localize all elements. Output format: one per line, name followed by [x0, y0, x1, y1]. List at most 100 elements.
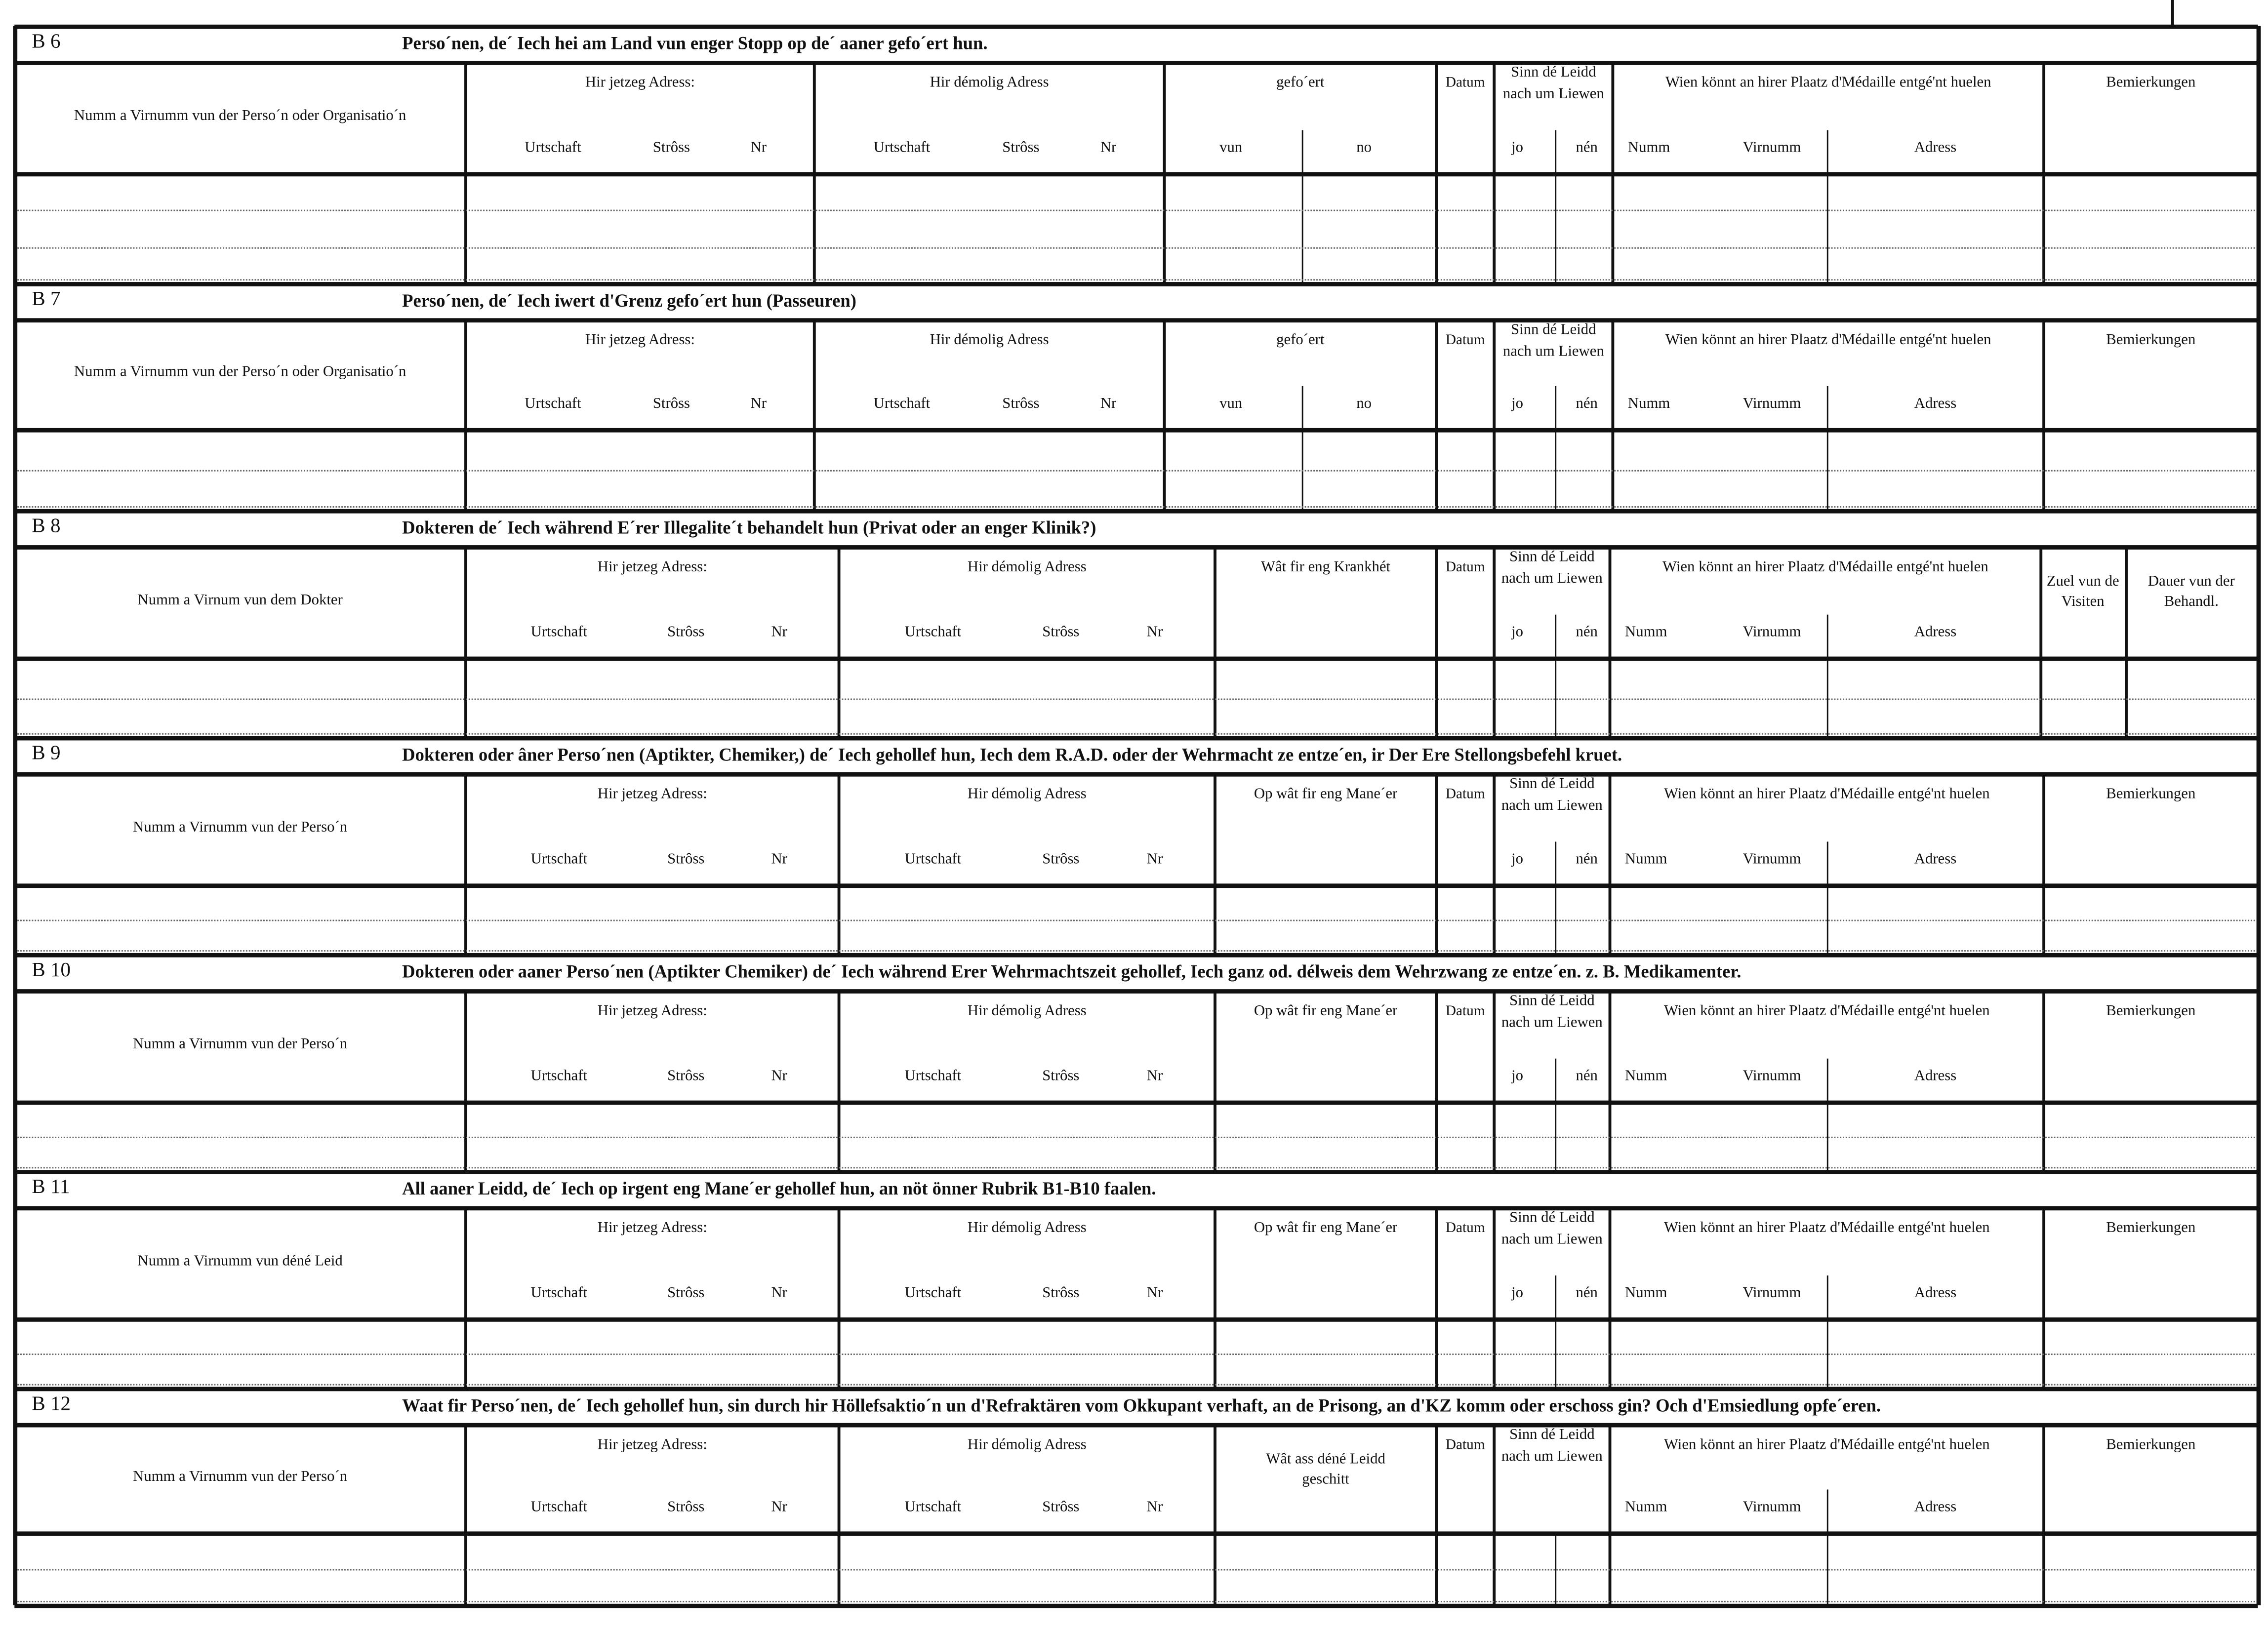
sub-divider — [1554, 1058, 1556, 1172]
address-sub-street: Strôss — [652, 140, 690, 157]
yes-subheader: jo — [1511, 140, 1524, 157]
entry-row-line[interactable] — [17, 506, 2255, 508]
entry-row-line[interactable] — [17, 919, 2255, 921]
address-sub-street: Strôss — [667, 1069, 705, 1085]
entry-row-line[interactable] — [17, 470, 2255, 472]
still-alive-header: Sinn dé Leidd nach um Liewen — [1501, 1210, 1603, 1248]
date-header: Datum — [1445, 1220, 1485, 1236]
no-subheader: nén — [1576, 1069, 1598, 1085]
entry-row-line[interactable] — [17, 950, 2255, 952]
column-line — [1214, 773, 1216, 955]
medal-sub-name: Numm — [1625, 625, 1667, 641]
entry-row-line[interactable] — [17, 1600, 2255, 1602]
remarks-header: Bemierkungen — [2106, 1437, 2196, 1454]
medal-sub-address: Adress — [1914, 396, 1957, 412]
medal-sub-address: Adress — [1914, 1069, 1957, 1085]
section-label: B 10 — [32, 960, 71, 982]
column-line — [1214, 991, 1216, 1172]
entry-row-line[interactable] — [17, 1353, 2255, 1355]
remarks-header: Bemierkungen — [2106, 1220, 2196, 1236]
entry-row-line[interactable] — [17, 210, 2255, 212]
header-bottom-border — [14, 1530, 2258, 1535]
entry-row-line[interactable] — [17, 733, 2255, 735]
medal-sub-address: Adress — [1914, 1285, 1957, 1302]
former-address-header: Hir démolig Adress — [930, 332, 1049, 349]
address-sub-number: Nr — [750, 396, 767, 412]
column3-header: Op wât fir eng Mane´er — [1254, 1003, 1398, 1020]
name-column-header: Numm a Virnumm vun der Perso´n oder Orga… — [74, 364, 406, 381]
column-line — [1493, 773, 1496, 955]
current-address-header: Hir jetzeg Adress: — [585, 75, 695, 91]
name-column-header: Numm a Virnumm vun der Perso´n — [133, 1468, 348, 1485]
former-address-header: Hir démolig Adress — [967, 1003, 1087, 1020]
column-line — [1611, 319, 1615, 511]
medal-sub-name: Numm — [1627, 396, 1670, 412]
column-line — [1608, 547, 1612, 738]
address-sub-street: Strôss — [1002, 396, 1040, 412]
section-title: Dokteren oder aaner Perso´nen (Aptikter … — [402, 961, 1742, 982]
section-title-border — [14, 988, 2258, 993]
section-top-border — [14, 1169, 2258, 1174]
address-sub-town: Urtschaft — [530, 1069, 588, 1085]
former-address-header: Hir démolig Adress — [967, 1220, 1087, 1236]
section-title: Perso´nen, de´ Iech iwert d'Grenz gefo´e… — [402, 290, 856, 311]
no-subheader: nén — [1576, 140, 1598, 157]
column-line — [1608, 773, 1612, 955]
section-label: B 12 — [32, 1394, 71, 1416]
column-line — [464, 991, 467, 1172]
medal-recipient-header: Wien könnt an hirer Plaatz d'Médaille en… — [1663, 1220, 1990, 1236]
column3-header: Op wât fir eng Mane´er — [1254, 787, 1398, 803]
sub-divider — [1554, 1275, 1556, 1389]
address-sub-street: Strôss — [1042, 1499, 1080, 1516]
sub-divider — [1826, 386, 1828, 511]
name-column-header: Numm a Virnum vun dem Dokter — [137, 592, 343, 608]
remarks-header: Bemierkungen — [2106, 75, 2196, 91]
section-title: Dokteren oder âner Perso´nen (Aptikter, … — [402, 745, 1622, 765]
entry-row-line[interactable] — [17, 279, 2255, 281]
header-bottom-border — [14, 171, 2258, 176]
name-column-header: Numm a Virnumm vun der Perso´n oder Orga… — [74, 108, 406, 124]
name-column-header: Numm a Virnumm vun déné Leid — [137, 1253, 343, 1269]
column-line — [2042, 1207, 2046, 1389]
address-sub-number: Nr — [750, 140, 767, 157]
entry-row-line[interactable] — [17, 1167, 2255, 1169]
section-title-border — [14, 60, 2258, 65]
column-line — [1435, 773, 1438, 955]
entry-row-line[interactable] — [17, 1569, 2255, 1571]
entry-row-line[interactable] — [17, 1384, 2255, 1386]
still-alive-header: Sinn dé Leidd nach um Liewen — [1502, 65, 1604, 103]
sub-divider — [1826, 1058, 1828, 1172]
header-bottom-border — [14, 427, 2258, 432]
yes-subheader: jo — [1511, 851, 1524, 868]
address-sub-street: Strôss — [1042, 1285, 1080, 1302]
address-sub-street: Strôss — [1042, 851, 1080, 868]
column-line — [1435, 319, 1438, 511]
no-subheader: nén — [1576, 396, 1598, 412]
address-sub-street: Strôss — [667, 851, 705, 868]
address-sub-street: Strôss — [1042, 1069, 1080, 1085]
no-subheader: nén — [1576, 1285, 1598, 1302]
entry-row-line[interactable] — [17, 1136, 2255, 1138]
section-label: B 8 — [32, 516, 61, 538]
header-bottom-border — [14, 882, 2258, 887]
section-title-border — [14, 1422, 2258, 1427]
section-title: All aaner Leidd, de´ Iech op irgent eng … — [402, 1178, 1156, 1199]
yes-subheader: jo — [1511, 396, 1524, 412]
address-sub-number: Nr — [1146, 625, 1163, 641]
remarks-header: Bemierkungen — [2106, 332, 2196, 349]
entry-row-line[interactable] — [17, 698, 2255, 699]
medal-sub-name: Numm — [1627, 140, 1670, 157]
former-address-header: Hir démolig Adress — [967, 1437, 1087, 1454]
medal-sub-name: Numm — [1625, 1285, 1667, 1302]
column-line — [812, 62, 816, 284]
section-label: B 9 — [32, 743, 61, 765]
entry-row-line[interactable] — [17, 246, 2255, 248]
column-line — [1214, 1424, 1216, 1605]
section-top-border — [14, 24, 2258, 29]
medal-sub-address: Adress — [1914, 851, 1957, 868]
column-line — [2042, 991, 2046, 1172]
column-line — [1493, 547, 1496, 738]
header-bottom-border — [14, 1316, 2258, 1321]
date-header: Datum — [1445, 75, 1485, 91]
address-sub-street: Strôss — [667, 1285, 705, 1302]
